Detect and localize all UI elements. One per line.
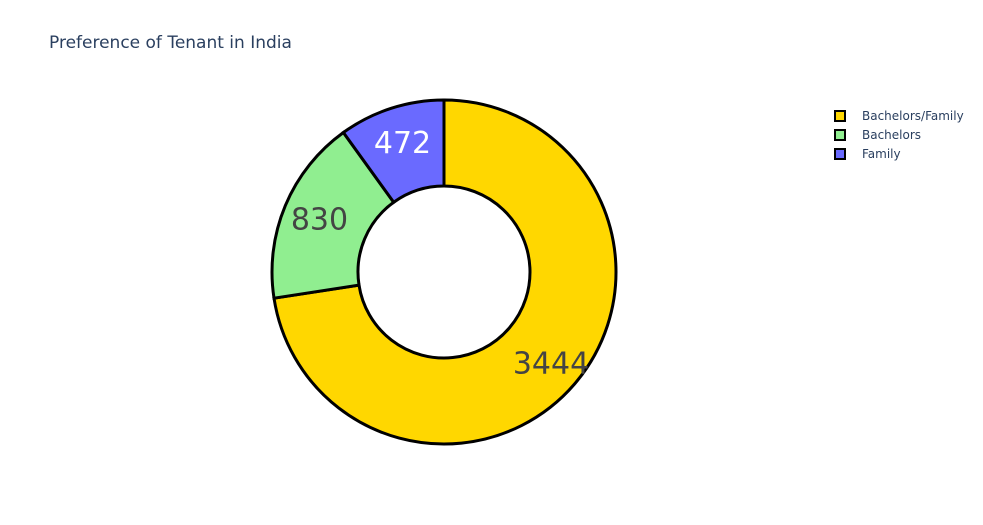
legend-item-family[interactable]: Family — [834, 144, 964, 163]
slice-value-label: 830 — [291, 202, 348, 237]
legend-item-bachelors[interactable]: Bachelors — [834, 125, 964, 144]
legend-swatch — [834, 109, 846, 122]
slice-value-label: 3444 — [513, 346, 589, 381]
chart-title: Preference of Tenant in India — [49, 33, 292, 53]
legend-label: Bachelors/Family — [862, 108, 964, 123]
legend-item-bachelors-family[interactable]: Bachelors/Family — [834, 106, 964, 125]
slice-family[interactable] — [341, 98, 446, 205]
slice-bachelors[interactable] — [270, 130, 396, 300]
legend-label: Bachelors — [862, 127, 922, 142]
slice-value-label: 472 — [374, 126, 431, 161]
legend: Bachelors/Family Bachelors Family — [834, 106, 964, 163]
legend-swatch — [834, 147, 846, 160]
legend-label: Family — [862, 146, 901, 161]
legend-swatch — [834, 128, 846, 141]
slice-bachelors-family[interactable] — [272, 98, 618, 446]
